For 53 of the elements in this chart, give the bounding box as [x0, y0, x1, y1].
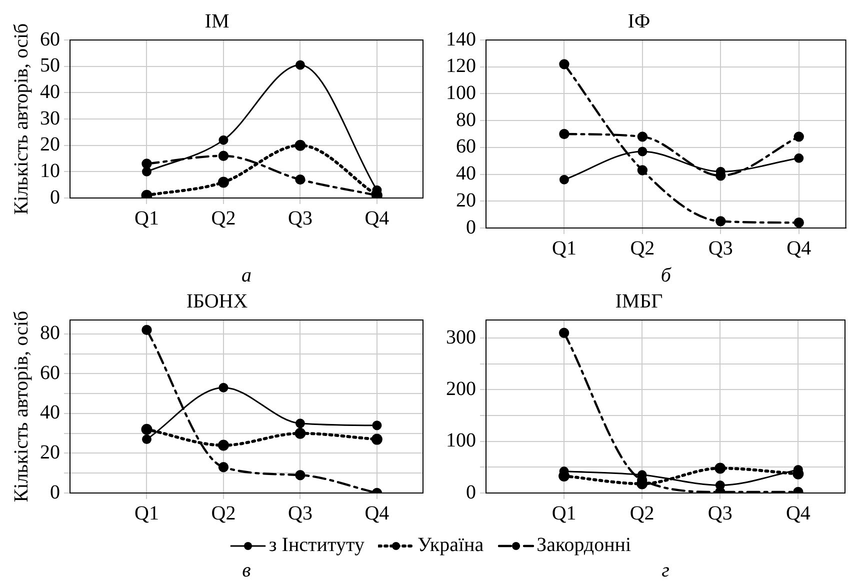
chart-title: ІФ [628, 10, 650, 32]
y-tick-label: 80 [456, 108, 476, 131]
y-tick-label: 30 [40, 107, 60, 130]
y-tick-label: 60 [40, 28, 60, 50]
x-tick-label: Q4 [364, 207, 390, 230]
x-axis-title: г [662, 559, 670, 582]
y-tick-label: 120 [446, 55, 476, 78]
y-tick-label: 20 [40, 441, 60, 464]
y-axis-title: Кількість авторів, осіб [10, 23, 32, 215]
x-tick-label: Q1 [134, 502, 159, 524]
y-axis-title: Кількість авторів, осіб [10, 310, 32, 502]
y-tick-label: 10 [40, 160, 60, 182]
x-tick-label: Q2 [630, 502, 654, 524]
y-tick-label: 200 [446, 378, 476, 400]
y-tick-label: 60 [456, 136, 476, 158]
x-tick-label: Q2 [630, 237, 655, 260]
y-tick-label: 100 [446, 430, 476, 452]
y-tick-label: 20 [456, 189, 476, 212]
x-tick-label: Q1 [552, 502, 576, 524]
y-tick-label: 0 [50, 481, 60, 504]
x-tick-label: Q4 [786, 237, 812, 260]
x-axis-title: б [660, 264, 672, 286]
chart-title: ІМ [204, 10, 230, 32]
x-tick-label: Q1 [134, 207, 159, 230]
x-tick-label: Q3 [708, 502, 732, 524]
y-tick-label: 40 [40, 402, 60, 424]
x-tick-label: Q2 [211, 502, 236, 524]
y-tick-label: 20 [40, 134, 60, 156]
y-tick-label: 40 [456, 162, 476, 185]
y-tick-label: 300 [446, 326, 476, 348]
legend-label: Україна [417, 534, 484, 557]
legend-label: Закордонні [536, 534, 632, 557]
legend-label: з Інституту [268, 534, 364, 557]
x-tick-label: Q3 [288, 502, 312, 524]
x-tick-label: Q4 [786, 502, 810, 524]
x-tick-label: Q4 [364, 502, 390, 524]
x-tick-label: Q1 [552, 237, 576, 260]
y-tick-label: 40 [40, 80, 60, 103]
x-tick-label: Q3 [708, 237, 733, 260]
chart-title: ІМБГ [615, 290, 663, 312]
y-tick-label: 50 [40, 54, 60, 77]
chart-title: ІБОНХ [186, 290, 248, 312]
x-tick-label: Q3 [288, 207, 312, 230]
y-tick-label: 0 [466, 481, 476, 504]
y-tick-label: 100 [446, 82, 476, 104]
y-tick-label: 60 [40, 362, 60, 384]
y-tick-label: 0 [466, 216, 476, 238]
y-tick-label: 140 [446, 28, 476, 50]
y-tick-label: 80 [40, 322, 60, 344]
y-tick-label: 0 [50, 186, 60, 208]
x-tick-label: Q2 [211, 207, 236, 230]
x-axis-title: в [242, 559, 252, 582]
x-axis-title: а [242, 264, 252, 286]
